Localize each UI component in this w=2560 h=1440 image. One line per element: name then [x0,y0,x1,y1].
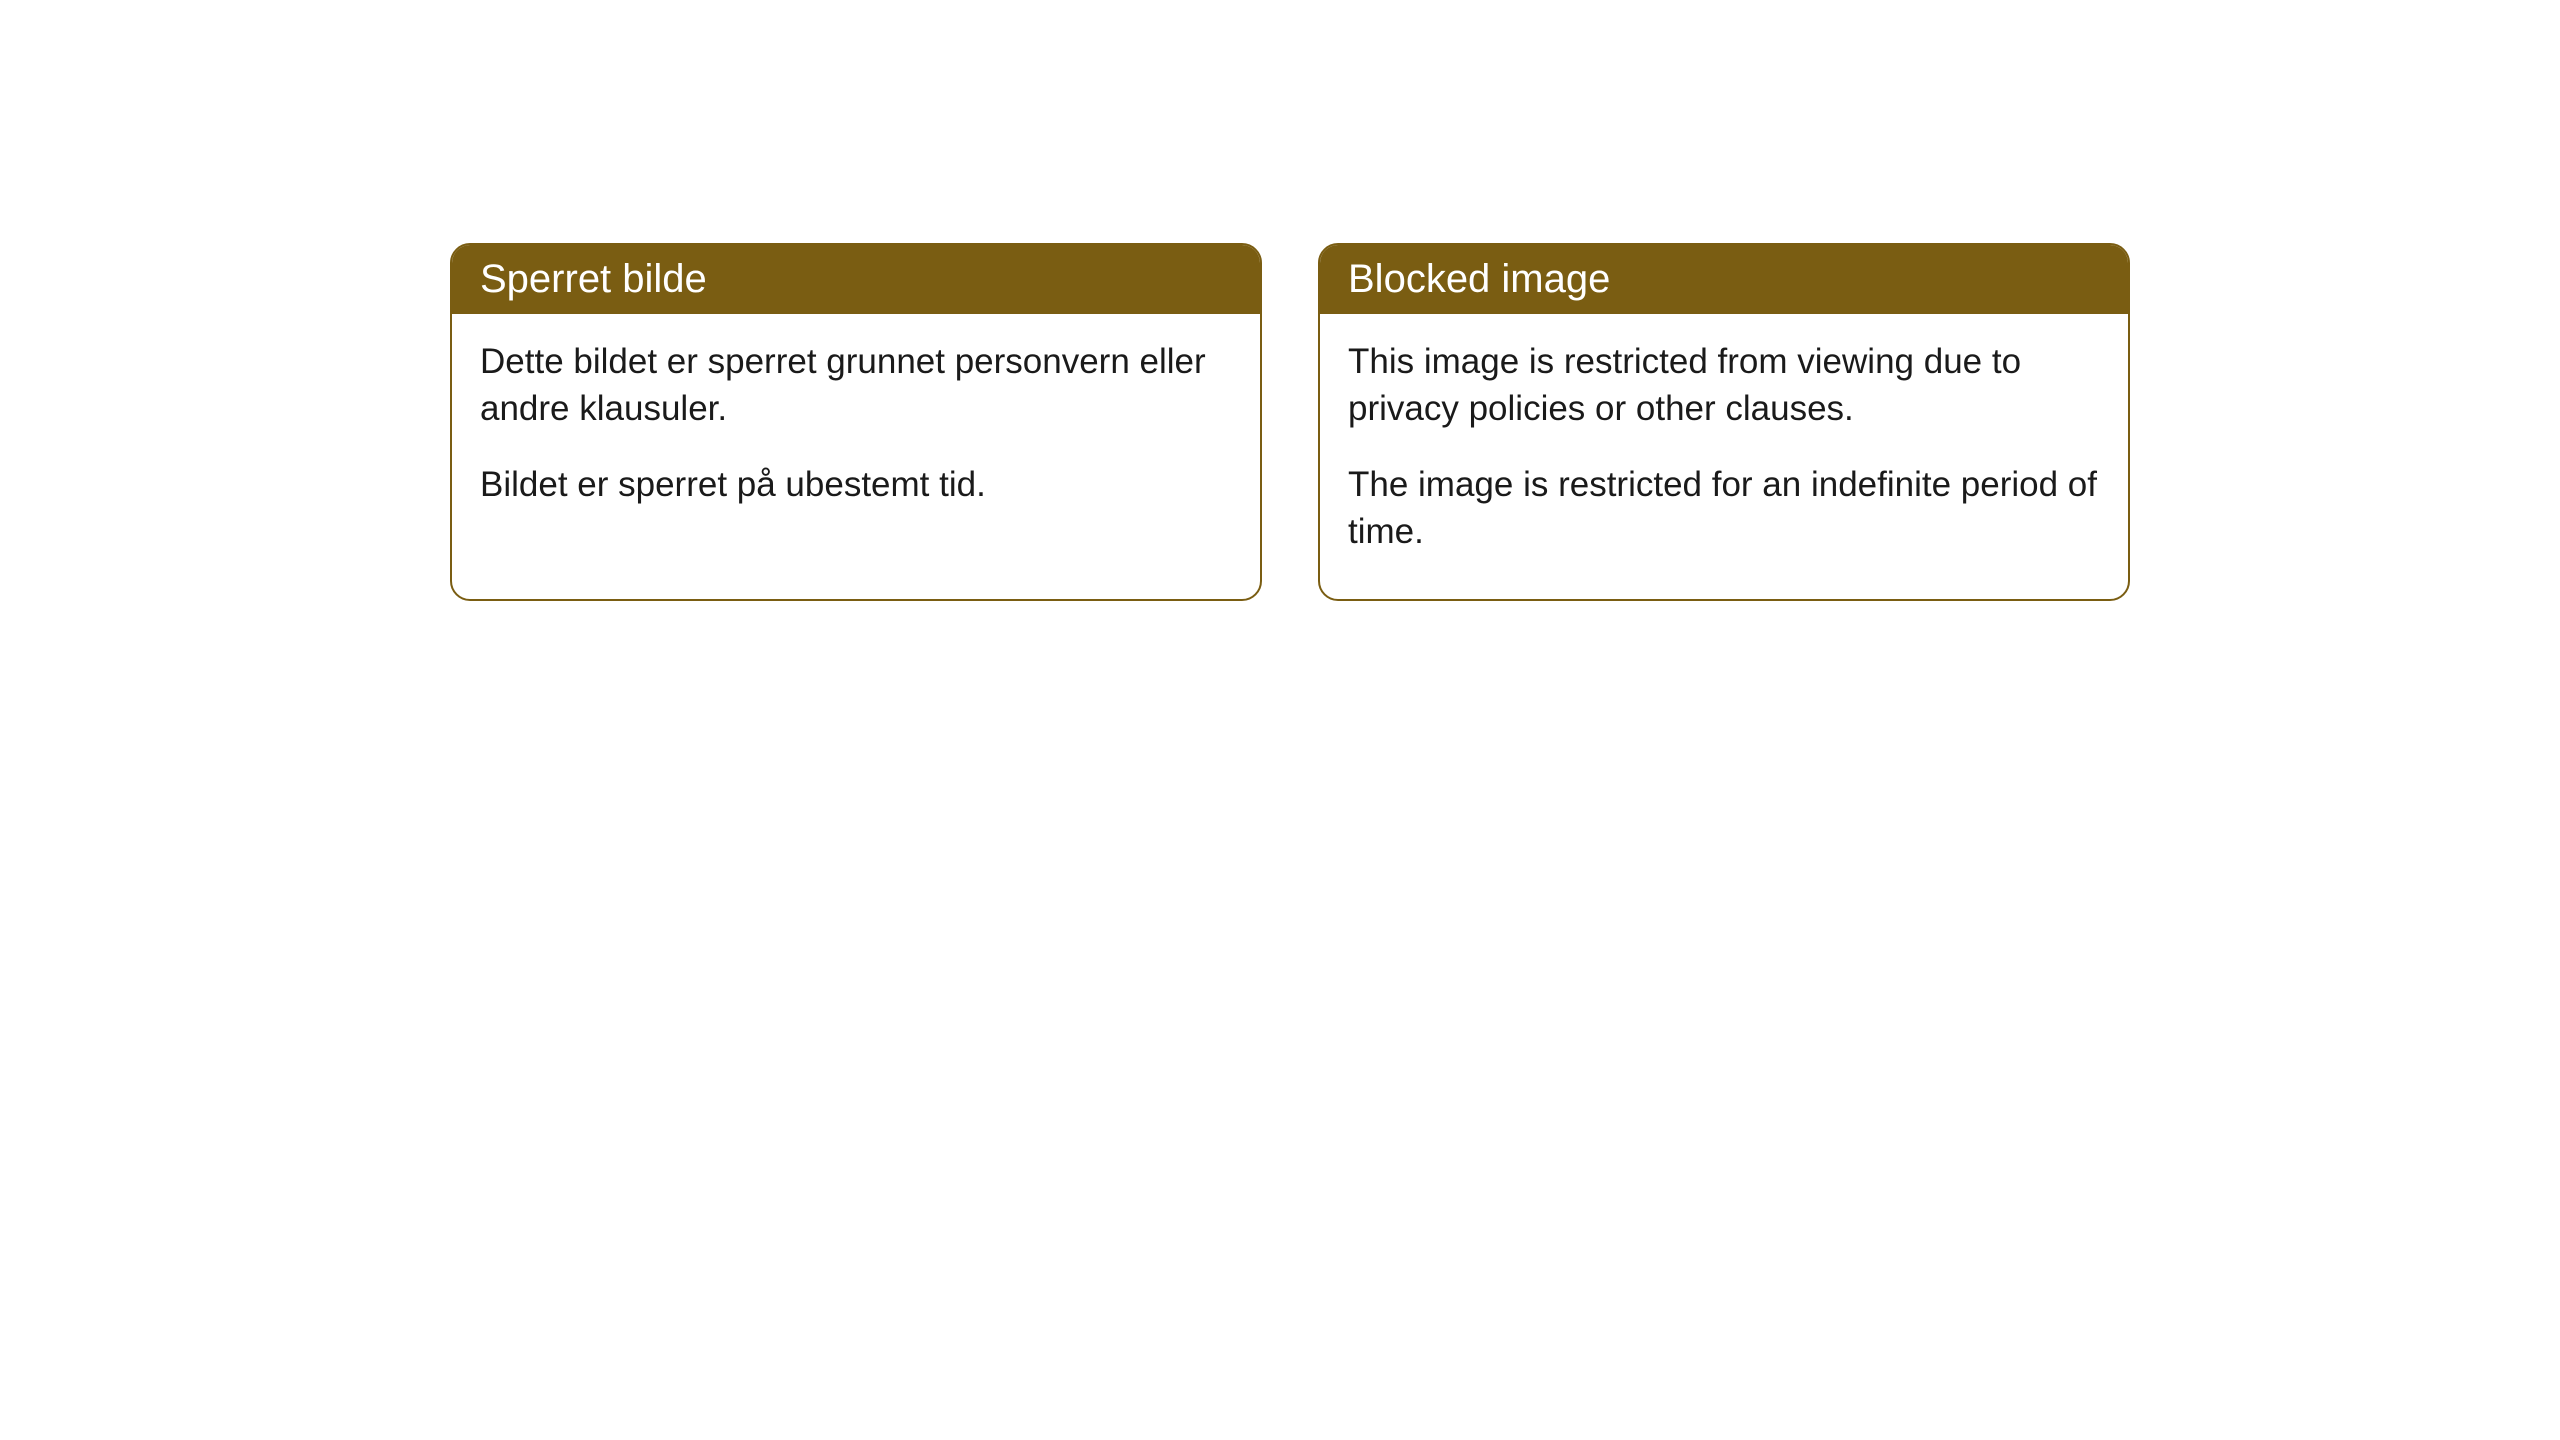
card-body-english: This image is restricted from viewing du… [1320,314,2128,599]
card-title-norwegian: Sperret bilde [480,257,707,301]
card-english: Blocked image This image is restricted f… [1318,243,2130,601]
card-norwegian: Sperret bilde Dette bildet er sperret gr… [450,243,1262,601]
card-paragraph1-norwegian: Dette bildet er sperret grunnet personve… [480,338,1232,433]
card-header-norwegian: Sperret bilde [452,245,1260,314]
card-paragraph2-norwegian: Bildet er sperret på ubestemt tid. [480,461,1232,508]
card-title-english: Blocked image [1348,257,1610,301]
cards-container: Sperret bilde Dette bildet er sperret gr… [450,243,2130,601]
card-body-norwegian: Dette bildet er sperret grunnet personve… [452,314,1260,552]
card-paragraph2-english: The image is restricted for an indefinit… [1348,461,2100,556]
card-header-english: Blocked image [1320,245,2128,314]
card-paragraph1-english: This image is restricted from viewing du… [1348,338,2100,433]
